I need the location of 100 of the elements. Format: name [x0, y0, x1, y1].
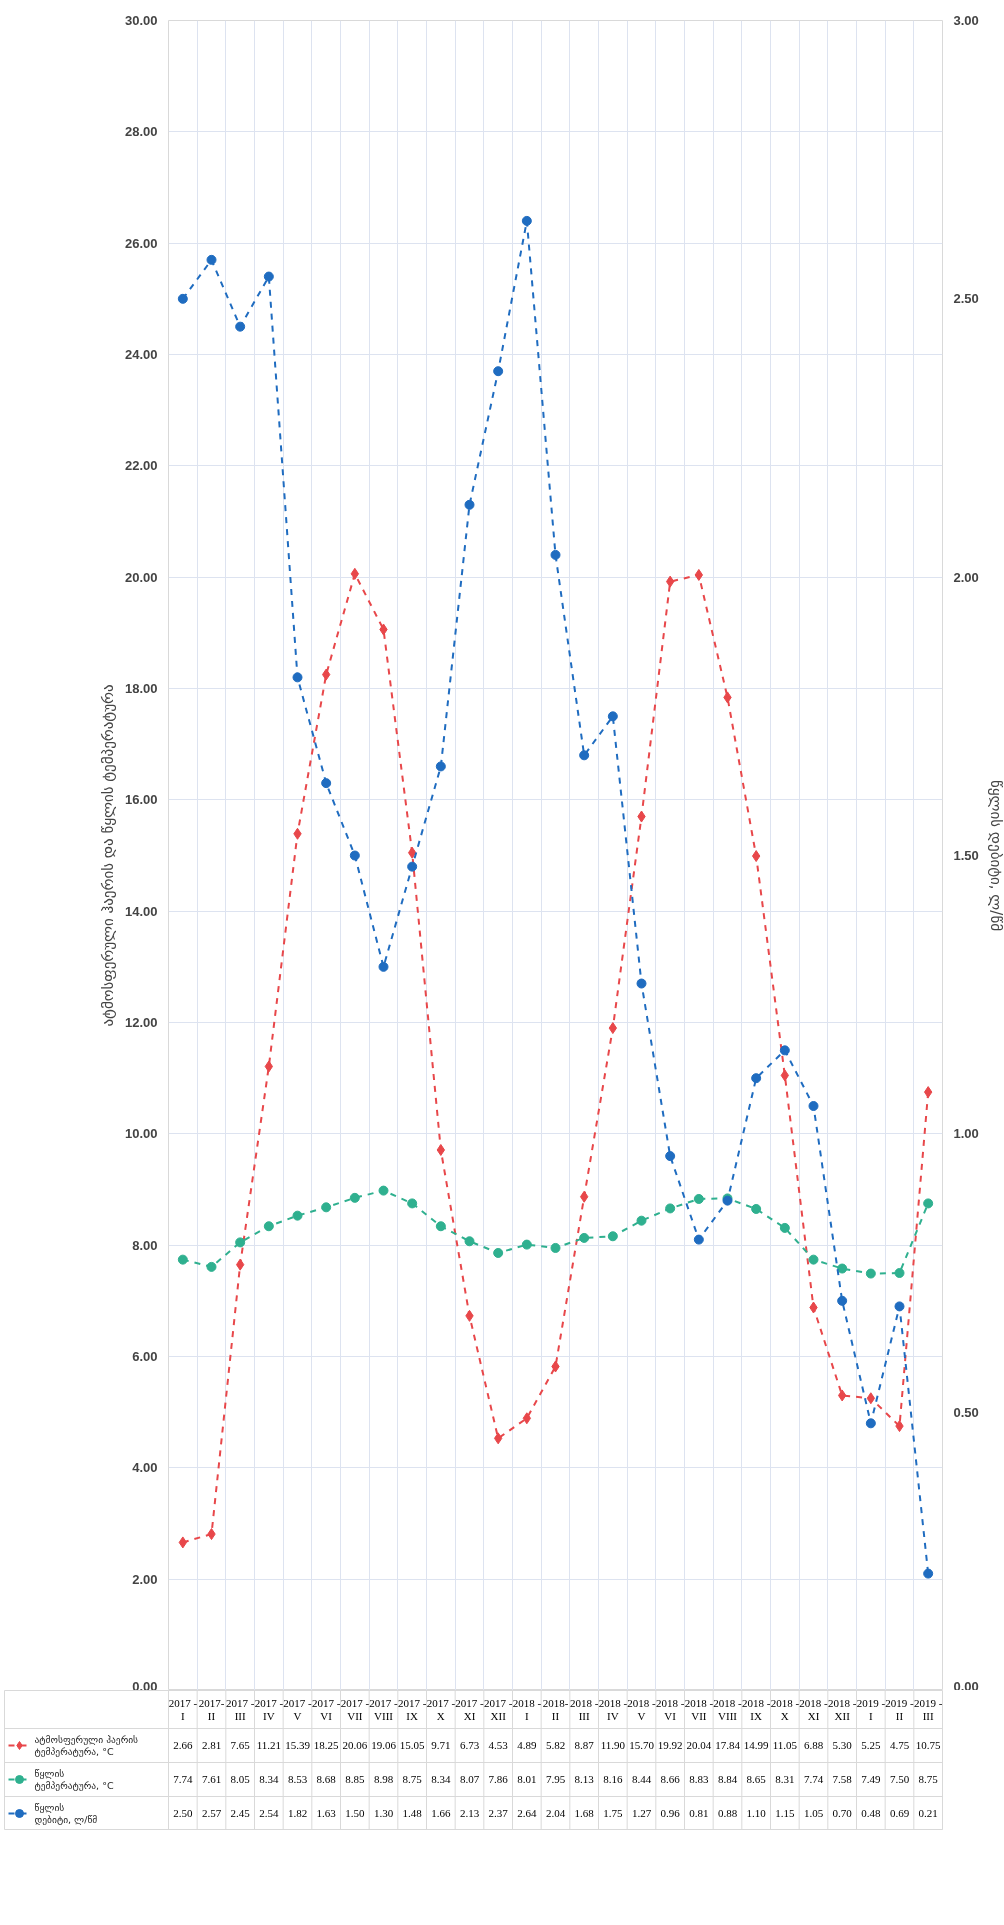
point: [349, 1192, 360, 1203]
data-label: 11.05: [772, 1739, 798, 1751]
y-tick-label: 12.00: [124, 1015, 158, 1030]
point: [636, 1215, 647, 1226]
data-label: 2.64: [517, 1807, 537, 1819]
data-label: 7.49: [861, 1773, 881, 1785]
data-label: 5.25: [861, 1739, 881, 1751]
point: [837, 1263, 848, 1274]
point: [894, 1301, 905, 1312]
x-tick-label: 2018- II: [542, 1696, 569, 1723]
data-label: 0.81: [689, 1807, 709, 1819]
data-label: 6.88: [803, 1739, 824, 1751]
data-label: 19.06: [371, 1739, 397, 1751]
point: [292, 1210, 303, 1221]
point: [235, 1237, 246, 1248]
point: [321, 1202, 332, 1213]
x-tick-label: 2018 - VIII: [713, 1696, 743, 1723]
data-label: 8.75: [402, 1773, 423, 1785]
y-tick-label: 14.00: [124, 903, 158, 919]
data-label: 8.87: [574, 1739, 595, 1751]
data-label: 8.13: [574, 1773, 595, 1785]
x-tick-label: 2018 - X: [770, 1696, 800, 1723]
data-label: 1.15: [775, 1807, 795, 1819]
x-tick-label: 2017 - XII: [483, 1696, 513, 1723]
data-label: 8.65: [746, 1773, 767, 1785]
point: [837, 1295, 848, 1306]
y2-tick-label: 2.50: [953, 291, 979, 307]
data-label: 0.96: [660, 1807, 681, 1819]
point: [665, 1203, 676, 1214]
data-label: 1.50: [345, 1807, 365, 1819]
data-label: 8.44: [631, 1773, 652, 1785]
point: [206, 254, 217, 265]
point: [550, 549, 561, 560]
data-label: 7.74: [803, 1773, 824, 1785]
data-label: 11.90: [600, 1739, 626, 1751]
data-label: 8.53: [287, 1773, 308, 1785]
point: [636, 978, 647, 989]
data-label: 4.89: [517, 1739, 537, 1751]
data-label: 7.61: [201, 1773, 222, 1785]
point: [693, 1193, 704, 1204]
data-label: 10.75: [915, 1739, 942, 1751]
point: [865, 1268, 876, 1279]
x-tick-label: 2017 - I: [168, 1696, 198, 1723]
point: [865, 1418, 876, 1429]
x-tick-label: 2017 - XI: [455, 1696, 485, 1723]
point: [263, 271, 274, 282]
data-label: 4.53: [488, 1739, 509, 1751]
data-label: 1.75: [603, 1807, 623, 1819]
point: [579, 750, 590, 761]
data-label: 2.66: [173, 1739, 193, 1751]
x-tick-label: 2017- II: [198, 1696, 225, 1723]
x-tick-label: 2018 - I: [512, 1696, 542, 1723]
legend-label: წყლის ტემპერატურა, °C: [34, 1767, 114, 1792]
point: [407, 861, 418, 872]
y-axis-title: ატმოსფერული ჰაერის და წყლის ტემპერატურა: [98, 684, 117, 1027]
data-label: 2.04: [545, 1807, 566, 1819]
point: [808, 1254, 819, 1265]
y2-tick-label: 1.50: [953, 848, 979, 863]
data-label: 0.69: [889, 1807, 910, 1819]
data-label: 1.48: [402, 1807, 423, 1819]
point: [693, 1234, 704, 1245]
data-label: 5.30: [832, 1739, 853, 1751]
y-tick-label: 0.00: [132, 1678, 158, 1694]
data-label: 7.95: [545, 1773, 566, 1785]
data-label: 1.66: [431, 1807, 451, 1819]
data-label: 1.82: [287, 1807, 308, 1819]
data-label: 2.57: [201, 1807, 222, 1819]
point: [923, 1568, 934, 1579]
point: [923, 1198, 934, 1209]
point: [177, 1254, 188, 1265]
data-label: 2.37: [488, 1807, 509, 1819]
y2-tick-label: 3.00: [953, 13, 979, 28]
legend-label: წყლის დებიტი, ლ/წმ: [34, 1801, 98, 1826]
y-tick-label: 18.00: [124, 681, 158, 696]
data-label: 1.30: [373, 1807, 394, 1819]
y2-tick-label: 2.00: [953, 569, 979, 585]
y-tick-label: 20.00: [124, 569, 158, 585]
data-label: 1.27: [631, 1807, 652, 1819]
data-label: 8.84: [717, 1773, 738, 1785]
data-label: 18.25: [313, 1739, 340, 1751]
data-label: 2.81: [201, 1739, 222, 1751]
data-label: 4.75: [889, 1739, 910, 1751]
x-tick-label: 2019 - II: [885, 1696, 915, 1723]
x-tick-label: 2018 - III: [569, 1696, 599, 1723]
y-tick-label: 8.00: [132, 1237, 158, 1253]
data-label: 2.50: [173, 1807, 193, 1819]
point: [235, 321, 246, 332]
point: [321, 778, 332, 789]
point: [808, 1101, 819, 1111]
data-label: 5.82: [545, 1739, 566, 1751]
point: [378, 1185, 389, 1196]
data-label: 14.99: [743, 1739, 770, 1751]
data-label: 19.92: [657, 1739, 683, 1751]
x-tick-label: 2018 - XII: [827, 1696, 857, 1723]
point: [464, 499, 475, 510]
point: [435, 761, 446, 772]
point: [206, 1261, 217, 1272]
data-label: 2.13: [459, 1807, 480, 1819]
x-tick-label: 2018 - XI: [799, 1696, 829, 1723]
y2-tick-label: 1.00: [953, 1126, 979, 1142]
